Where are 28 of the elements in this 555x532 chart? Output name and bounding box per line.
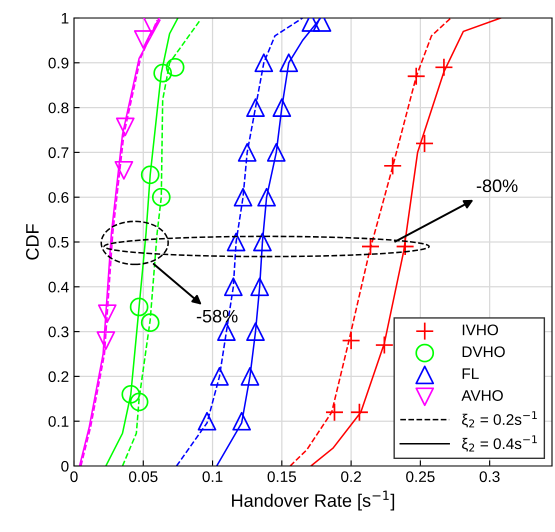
y-tick-label: 0.3 <box>48 326 68 338</box>
y-tick-label: 0 <box>61 460 69 472</box>
x-tick-label: 0 <box>70 471 78 482</box>
annotation: -58% <box>196 310 238 323</box>
y-tick-label: 0.8 <box>48 102 68 114</box>
y-tick-label: 0.1 <box>48 416 68 427</box>
legend-label: DVHO <box>462 346 505 358</box>
y-tick-label: 0.6 <box>48 192 68 203</box>
x-tick-label: 0.2 <box>341 471 361 482</box>
y-tick-label: 0.7 <box>48 147 68 158</box>
y-tick-label: 0.9 <box>48 58 68 68</box>
y-tick-label: 0.4 <box>48 282 69 292</box>
x-tick-label: 0.15 <box>268 471 296 482</box>
x-tick-label: 0.25 <box>406 471 435 482</box>
y-axis-title: CDF <box>26 224 39 260</box>
y-tick-label: 0.5 <box>48 236 68 248</box>
legend-label: ξ$_{2}$ = 0.2s$^{−1}$ <box>462 411 537 428</box>
legend-label: AVHO <box>461 390 503 401</box>
annotation: -80% <box>476 179 518 192</box>
x-tick-label: 0.05 <box>129 471 158 482</box>
y-tick-label: 1 <box>62 13 68 24</box>
y-tick-label: 0.2 <box>48 371 68 382</box>
legend-label: ξ$_{2}$ = 0.4s$^{−1}$ <box>462 435 537 452</box>
x-axis-title: Handover Rate [s$^{−1}$] <box>232 490 394 511</box>
legend-label: IVHO <box>462 324 498 336</box>
legend-label: FL <box>462 368 479 379</box>
x-tick-label: 0.3 <box>480 471 500 482</box>
x-tick-label: 0.1 <box>202 471 222 482</box>
